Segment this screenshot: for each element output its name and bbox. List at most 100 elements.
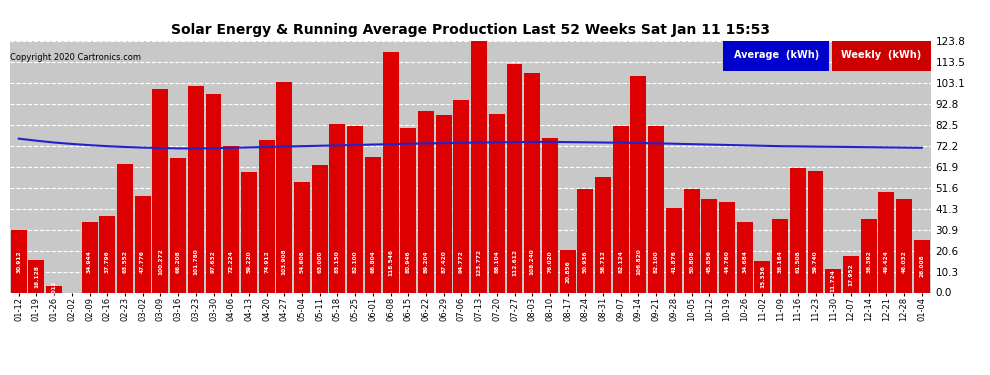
Bar bbox=[471, 41, 487, 292]
Text: 63.000: 63.000 bbox=[317, 251, 323, 273]
Text: 56.712: 56.712 bbox=[601, 251, 606, 273]
Bar bbox=[347, 126, 363, 292]
Text: 47.776: 47.776 bbox=[141, 251, 146, 273]
Text: Weekly  (kWh): Weekly (kWh) bbox=[842, 50, 922, 60]
Bar bbox=[117, 164, 133, 292]
Text: 106.820: 106.820 bbox=[636, 249, 641, 275]
Text: 63.552: 63.552 bbox=[123, 251, 128, 273]
Text: 123.772: 123.772 bbox=[476, 249, 481, 276]
Text: 61.508: 61.508 bbox=[795, 251, 800, 273]
Text: 80.946: 80.946 bbox=[406, 251, 411, 273]
Text: 88.104: 88.104 bbox=[494, 251, 499, 273]
Text: 94.772: 94.772 bbox=[459, 251, 464, 273]
Bar bbox=[772, 219, 788, 292]
Bar bbox=[81, 222, 98, 292]
Text: 44.760: 44.760 bbox=[725, 251, 730, 273]
Text: 36.164: 36.164 bbox=[777, 251, 783, 273]
Text: 34.944: 34.944 bbox=[87, 251, 92, 273]
Bar bbox=[542, 138, 558, 292]
Text: 101.780: 101.780 bbox=[193, 249, 198, 275]
Bar bbox=[453, 100, 469, 292]
Text: 97.632: 97.632 bbox=[211, 251, 216, 273]
Text: 87.420: 87.420 bbox=[442, 251, 446, 273]
Text: 16.128: 16.128 bbox=[34, 265, 39, 288]
Text: 72.224: 72.224 bbox=[229, 251, 234, 273]
Text: 89.204: 89.204 bbox=[424, 251, 429, 273]
Bar bbox=[152, 89, 168, 292]
Bar bbox=[631, 76, 646, 292]
Bar bbox=[47, 286, 62, 292]
Text: 66.208: 66.208 bbox=[175, 251, 180, 273]
Bar bbox=[790, 168, 806, 292]
Text: 59.740: 59.740 bbox=[813, 251, 818, 273]
Bar bbox=[737, 222, 752, 292]
Text: 112.612: 112.612 bbox=[512, 249, 517, 276]
Bar bbox=[29, 260, 45, 292]
Bar bbox=[719, 202, 735, 292]
Bar bbox=[436, 115, 451, 292]
Bar bbox=[400, 128, 416, 292]
Text: 118.546: 118.546 bbox=[388, 249, 393, 276]
Text: 82.100: 82.100 bbox=[653, 251, 658, 273]
Text: 30.912: 30.912 bbox=[16, 251, 21, 273]
Text: 50.936: 50.936 bbox=[583, 251, 588, 273]
Bar bbox=[754, 261, 770, 292]
Bar bbox=[826, 269, 842, 292]
Text: 103.908: 103.908 bbox=[282, 249, 287, 275]
Bar bbox=[595, 177, 611, 292]
Text: 15.336: 15.336 bbox=[760, 266, 765, 288]
Text: Copyright 2020 Cartronics.com: Copyright 2020 Cartronics.com bbox=[10, 53, 141, 62]
Text: 17.952: 17.952 bbox=[848, 263, 853, 286]
Bar bbox=[489, 114, 505, 292]
Bar bbox=[99, 216, 115, 292]
Text: 46.032: 46.032 bbox=[902, 251, 907, 273]
Bar bbox=[330, 124, 346, 292]
Bar bbox=[577, 189, 593, 292]
Bar bbox=[206, 94, 222, 292]
Text: 37.796: 37.796 bbox=[105, 251, 110, 273]
Text: 82.124: 82.124 bbox=[618, 251, 624, 273]
Bar bbox=[365, 157, 381, 292]
FancyBboxPatch shape bbox=[832, 41, 931, 71]
Bar bbox=[648, 126, 664, 292]
Bar bbox=[382, 52, 399, 292]
Bar bbox=[842, 256, 859, 292]
Text: 100.272: 100.272 bbox=[157, 249, 163, 275]
Bar bbox=[418, 111, 434, 292]
Bar bbox=[666, 207, 682, 292]
Bar bbox=[241, 172, 256, 292]
Text: 11.724: 11.724 bbox=[831, 269, 836, 292]
Bar bbox=[701, 200, 717, 292]
Text: 76.020: 76.020 bbox=[547, 251, 552, 273]
Bar bbox=[860, 219, 876, 292]
Text: 3.012: 3.012 bbox=[51, 281, 56, 298]
Bar bbox=[170, 158, 186, 292]
Text: 36.392: 36.392 bbox=[866, 251, 871, 273]
Text: 54.608: 54.608 bbox=[300, 251, 305, 273]
Bar bbox=[258, 141, 274, 292]
Bar bbox=[188, 86, 204, 292]
Bar bbox=[808, 171, 824, 292]
Bar bbox=[312, 165, 328, 292]
Text: 59.220: 59.220 bbox=[247, 251, 251, 273]
Bar bbox=[135, 195, 150, 292]
Title: Solar Energy & Running Average Production Last 52 Weeks Sat Jan 11 15:53: Solar Energy & Running Average Productio… bbox=[170, 23, 770, 37]
Bar bbox=[878, 192, 894, 292]
Text: 108.240: 108.240 bbox=[530, 249, 535, 275]
Text: 83.150: 83.150 bbox=[335, 251, 340, 273]
Bar bbox=[684, 189, 700, 292]
Text: 41.876: 41.876 bbox=[671, 251, 676, 273]
Bar bbox=[914, 240, 930, 292]
Bar bbox=[559, 250, 575, 292]
Text: 20.856: 20.856 bbox=[565, 260, 570, 283]
Bar bbox=[294, 182, 310, 292]
Text: 34.684: 34.684 bbox=[742, 251, 747, 273]
Bar bbox=[11, 230, 27, 292]
Text: 50.808: 50.808 bbox=[689, 251, 694, 273]
Bar bbox=[525, 73, 541, 292]
FancyBboxPatch shape bbox=[724, 41, 830, 71]
Text: 26.008: 26.008 bbox=[920, 255, 925, 278]
Text: 49.424: 49.424 bbox=[884, 251, 889, 273]
Bar bbox=[276, 82, 292, 292]
Text: Average  (kWh): Average (kWh) bbox=[734, 50, 819, 60]
